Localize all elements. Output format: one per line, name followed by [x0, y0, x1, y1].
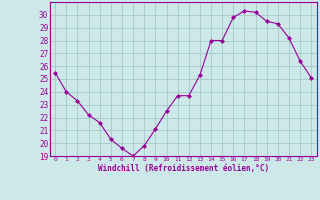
X-axis label: Windchill (Refroidissement éolien,°C): Windchill (Refroidissement éolien,°C): [98, 164, 269, 173]
